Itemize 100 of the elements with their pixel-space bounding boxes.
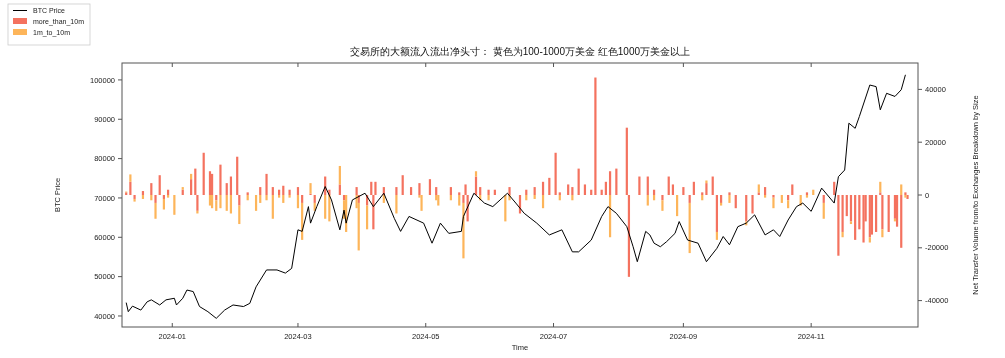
bar (154, 195, 157, 203)
bar (215, 200, 218, 211)
bar (833, 181, 836, 195)
bar (577, 168, 580, 195)
bar (541, 181, 545, 195)
bar (271, 195, 274, 219)
bar (849, 195, 853, 222)
bar (225, 195, 228, 211)
bar (862, 195, 865, 243)
bar (701, 192, 704, 195)
bar (401, 175, 404, 195)
bar (715, 195, 719, 232)
bar (449, 187, 452, 195)
bar (196, 210, 199, 214)
bar (301, 195, 304, 203)
bar (870, 195, 874, 235)
bar (822, 195, 825, 203)
bar (210, 195, 214, 209)
bar (625, 127, 628, 195)
bar (671, 184, 675, 195)
bar (154, 202, 157, 219)
bar (238, 195, 241, 206)
bar (150, 183, 153, 195)
bar (728, 192, 731, 195)
bar (837, 195, 840, 256)
bar (474, 171, 478, 177)
bar (158, 175, 161, 195)
bar (841, 231, 844, 238)
bar (162, 198, 165, 210)
bar (608, 171, 612, 195)
bar (881, 229, 884, 238)
bar (309, 183, 312, 194)
bar (682, 187, 685, 195)
bar (288, 195, 291, 198)
bar (615, 168, 618, 195)
bar (757, 192, 760, 195)
bar (313, 195, 316, 203)
bar (246, 192, 249, 195)
bar (190, 179, 193, 195)
bar (583, 184, 587, 195)
bar (791, 184, 794, 195)
bar (757, 184, 760, 193)
bar (428, 179, 432, 195)
bar (734, 195, 737, 209)
bar (338, 184, 341, 195)
bar (458, 192, 461, 195)
bar (458, 195, 461, 206)
bar (715, 231, 719, 240)
bar (705, 180, 708, 184)
bar (420, 195, 423, 211)
bar (875, 195, 878, 232)
bar (265, 173, 268, 195)
bar (196, 195, 199, 211)
bar (181, 187, 184, 190)
bar (265, 195, 268, 201)
bar (395, 187, 398, 195)
bar (418, 183, 421, 195)
bar (374, 181, 377, 195)
bar (259, 195, 262, 203)
bar (259, 187, 262, 195)
bar (868, 237, 871, 243)
bar (780, 195, 783, 203)
bar (567, 184, 570, 195)
bar (282, 185, 285, 195)
bar (355, 187, 358, 195)
bar (409, 187, 413, 195)
bar (845, 195, 848, 217)
bar (646, 195, 649, 206)
bar (324, 195, 327, 219)
bar (296, 195, 300, 209)
bar (558, 192, 561, 195)
bar (508, 187, 511, 195)
bar (435, 187, 438, 195)
bar (895, 195, 899, 227)
bar (219, 195, 222, 209)
bar (720, 195, 723, 203)
bar (129, 174, 132, 182)
bar (688, 195, 691, 203)
bar (676, 195, 679, 217)
bar (879, 192, 882, 195)
bar (271, 187, 274, 195)
bar (282, 195, 285, 203)
bar (692, 181, 695, 195)
bar (887, 195, 890, 232)
bar (479, 187, 482, 195)
bar (554, 152, 557, 195)
bar (173, 195, 176, 215)
bar (822, 202, 825, 219)
bar (594, 77, 597, 195)
bar (751, 195, 754, 214)
bar (661, 195, 664, 201)
bar (763, 195, 767, 198)
bar (370, 181, 373, 195)
bar (296, 187, 300, 195)
bar (278, 195, 281, 198)
bar (236, 156, 239, 195)
bar (661, 200, 664, 211)
bar (225, 183, 228, 195)
bar (745, 195, 748, 222)
bar (219, 164, 222, 195)
